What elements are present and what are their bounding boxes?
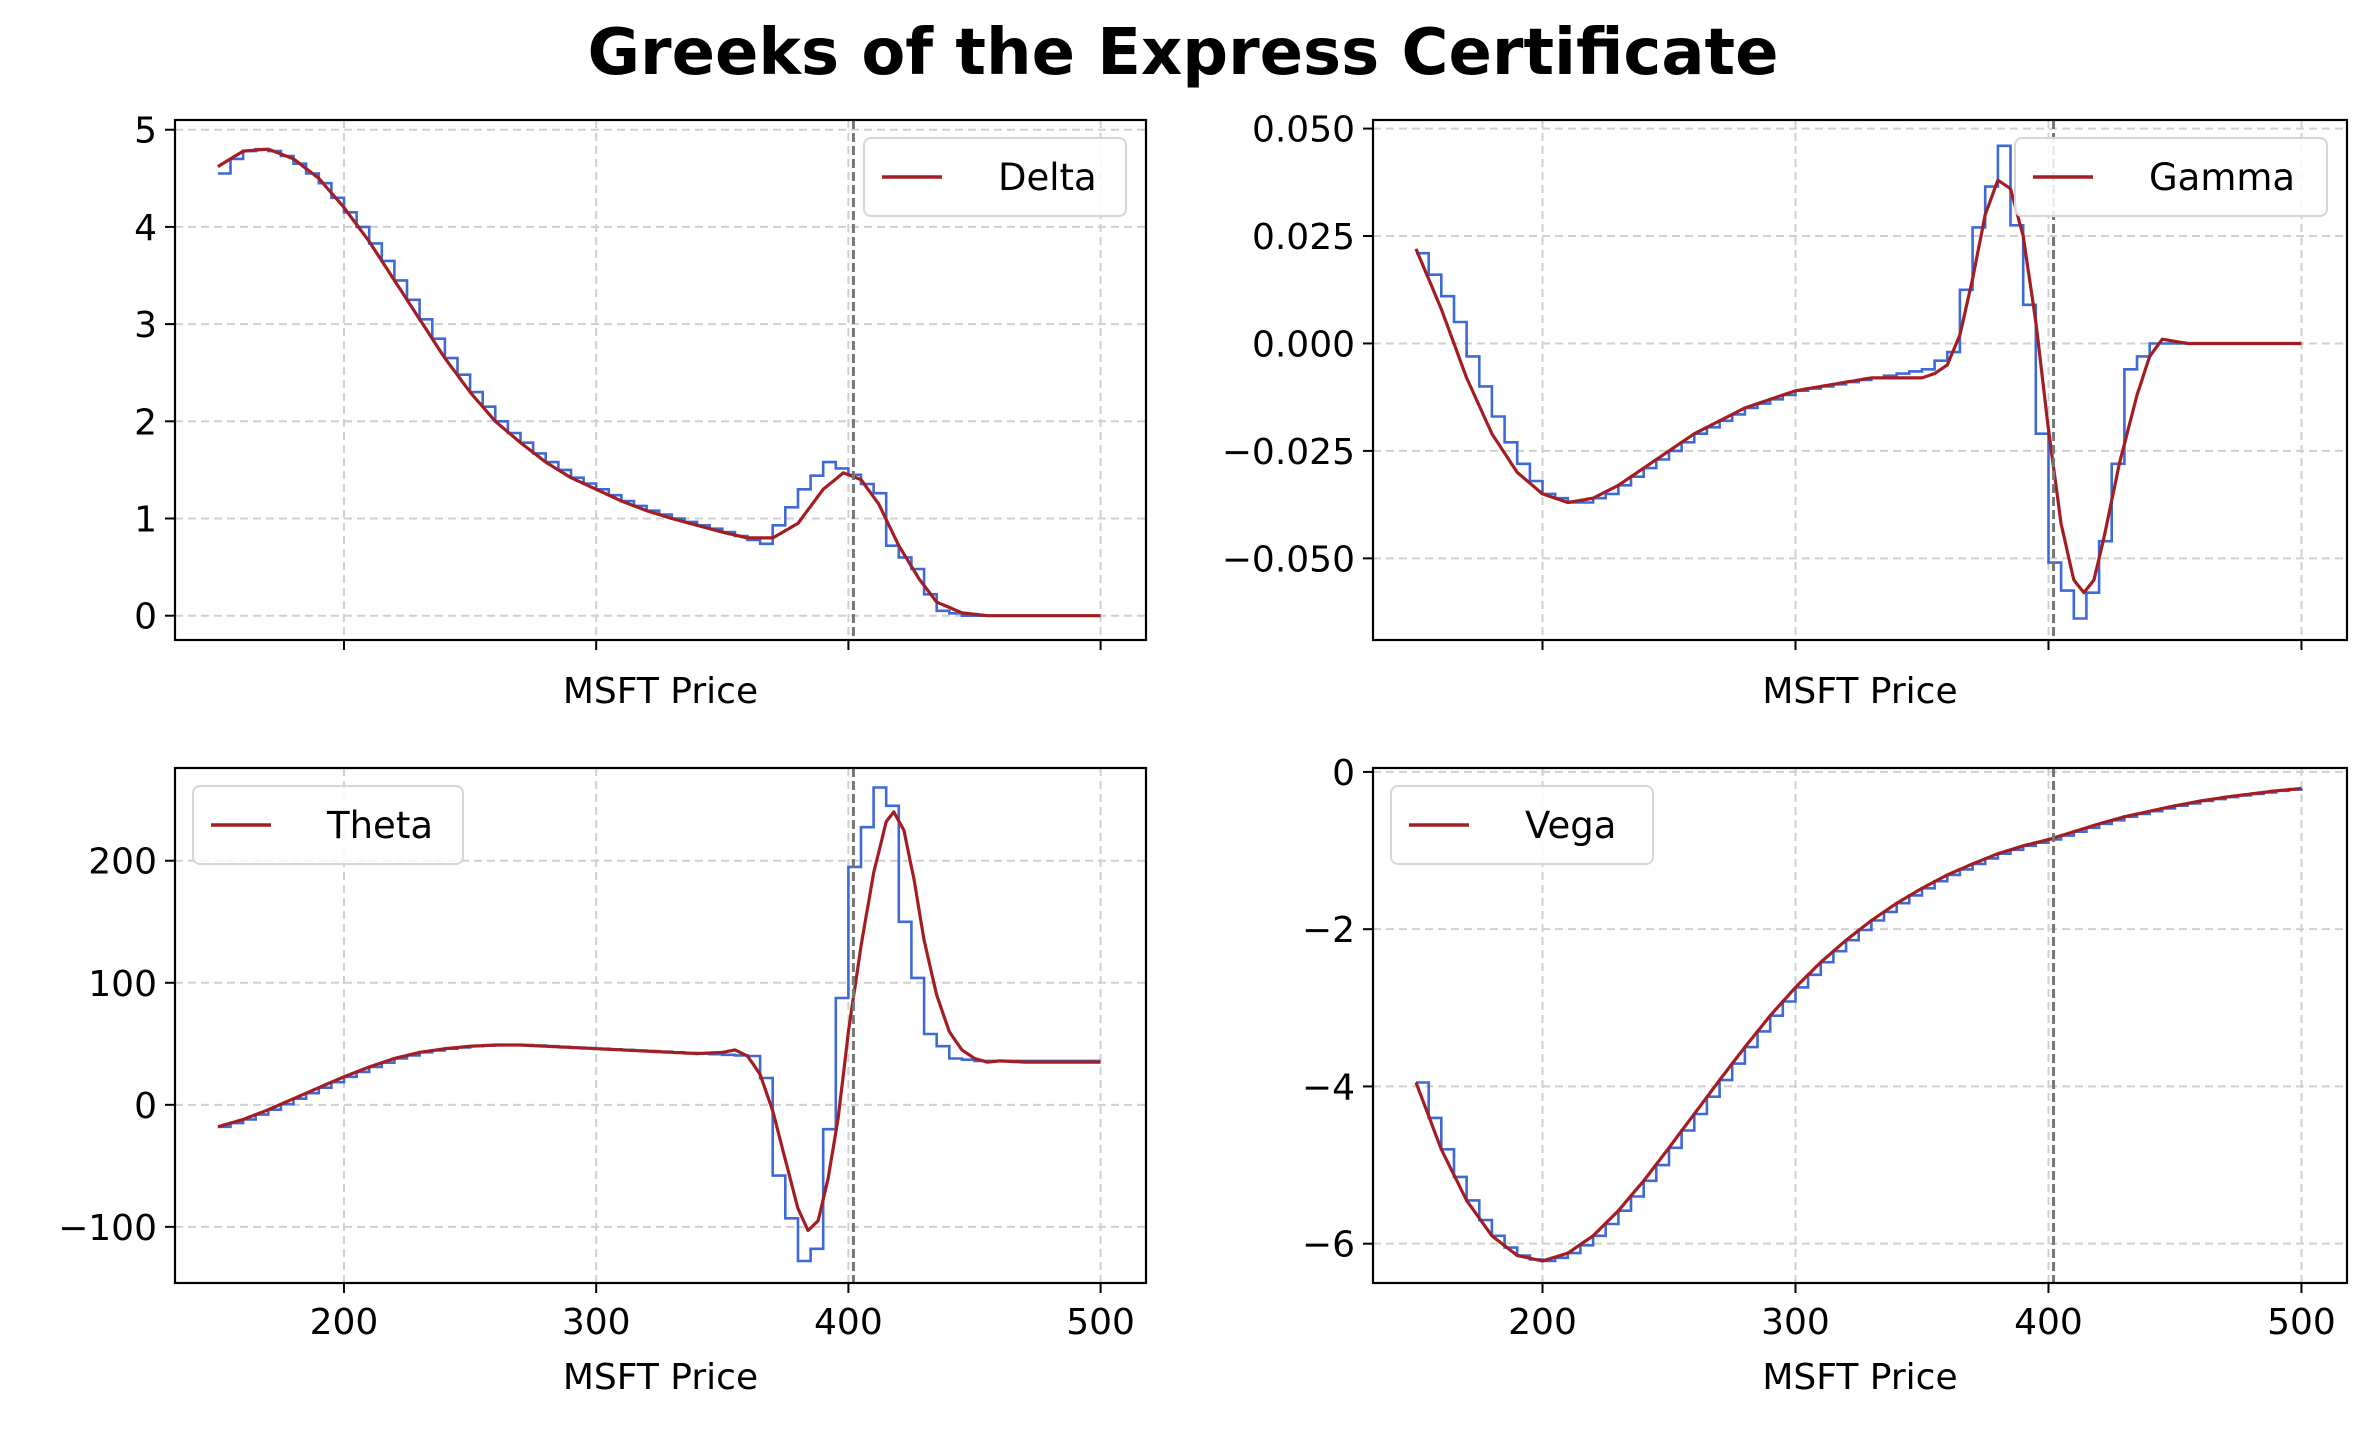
vega-legend: Vega xyxy=(1390,785,1654,865)
theta-xtick-label: 500 xyxy=(1066,1302,1135,1343)
vega-legend-label: Vega xyxy=(1525,804,1616,847)
gamma-legend: Gamma xyxy=(2014,137,2328,217)
theta-legend-box xyxy=(192,785,464,865)
theta-ytick-label: 100 xyxy=(88,964,157,1005)
theta-smooth-line xyxy=(217,810,1101,1233)
vega-smooth-line xyxy=(1414,786,2302,1263)
delta-ytick-label: 1 xyxy=(134,500,157,541)
gamma-ytick-label: −0.050 xyxy=(1222,539,1355,580)
delta-panel: 0 1 2 3 4 5 MSFT Price Delta xyxy=(134,111,1148,712)
gamma-axes-frame xyxy=(1371,118,2349,642)
theta-ytick-label: −100 xyxy=(58,1208,157,1249)
vega-ytick-label: −6 xyxy=(1302,1225,1355,1266)
theta-ytick-label: 0 xyxy=(134,1086,157,1127)
delta-step-line xyxy=(217,147,1101,617)
theta-xtick-label: 200 xyxy=(310,1302,379,1343)
delta-ytick-label: 2 xyxy=(134,402,157,443)
gamma-panel: −0.050 −0.025 0.000 0.025 0.050 MSFT Price Gam… xyxy=(1222,110,2349,712)
theta-xaxis-label: MSFT Price xyxy=(563,1357,758,1398)
gamma-smooth-line xyxy=(1414,178,2302,595)
gamma-ytick-label: −0.025 xyxy=(1222,432,1355,473)
theta-legend-label: Theta xyxy=(326,804,433,847)
vega-panel: −6 −4 −2 0 200 300 400 500 MSFT Price Vega xyxy=(1302,753,2349,1398)
figure-title: Greeks of the Express Certificate xyxy=(587,16,1778,90)
vega-legend-box xyxy=(1390,785,1654,865)
delta-axes-frame xyxy=(173,118,1148,642)
theta-xtick-label: 300 xyxy=(562,1302,631,1343)
vega-ytick-label: 0 xyxy=(1332,753,1355,794)
delta-legend-box xyxy=(863,137,1127,217)
gamma-legend-label: Gamma xyxy=(2149,156,2295,199)
vega-xtick-label: 500 xyxy=(2267,1302,2336,1343)
delta-ytick-label: 3 xyxy=(134,305,157,346)
delta-ytick-label: 0 xyxy=(134,597,157,638)
delta-smooth-line xyxy=(217,147,1101,618)
delta-ytick-label: 4 xyxy=(134,208,157,249)
vega-xtick-label: 400 xyxy=(2014,1302,2083,1343)
theta-ytick-label: 200 xyxy=(88,842,157,883)
gamma-legend-box xyxy=(2014,137,2328,217)
vega-ytick-label: −2 xyxy=(1302,910,1355,951)
gamma-ytick-label: 0.025 xyxy=(1252,217,1355,258)
delta-xaxis-label: MSFT Price xyxy=(563,671,758,712)
vega-axes-frame xyxy=(1371,766,2349,1285)
gamma-xaxis-label: MSFT Price xyxy=(1762,671,1957,712)
vega-xtick-label: 200 xyxy=(1508,1302,1577,1343)
theta-axes-frame xyxy=(173,766,1148,1285)
theta-xtick-label: 400 xyxy=(814,1302,883,1343)
delta-ytick-label: 5 xyxy=(134,111,157,152)
theta-panel: −100 0 100 200 200 300 400 500 MSFT Price Theta xyxy=(58,766,1148,1398)
vega-xtick-label: 300 xyxy=(1761,1302,1830,1343)
gamma-ytick-label: 0.050 xyxy=(1252,110,1355,151)
gamma-ytick-label: 0.000 xyxy=(1252,324,1355,365)
vega-xaxis-label: MSFT Price xyxy=(1762,1357,1957,1398)
delta-legend: Delta xyxy=(863,137,1127,217)
vega-ytick-label: −4 xyxy=(1302,1067,1355,1108)
delta-legend-label: Delta xyxy=(998,156,1097,199)
theta-legend: Theta xyxy=(192,785,464,865)
